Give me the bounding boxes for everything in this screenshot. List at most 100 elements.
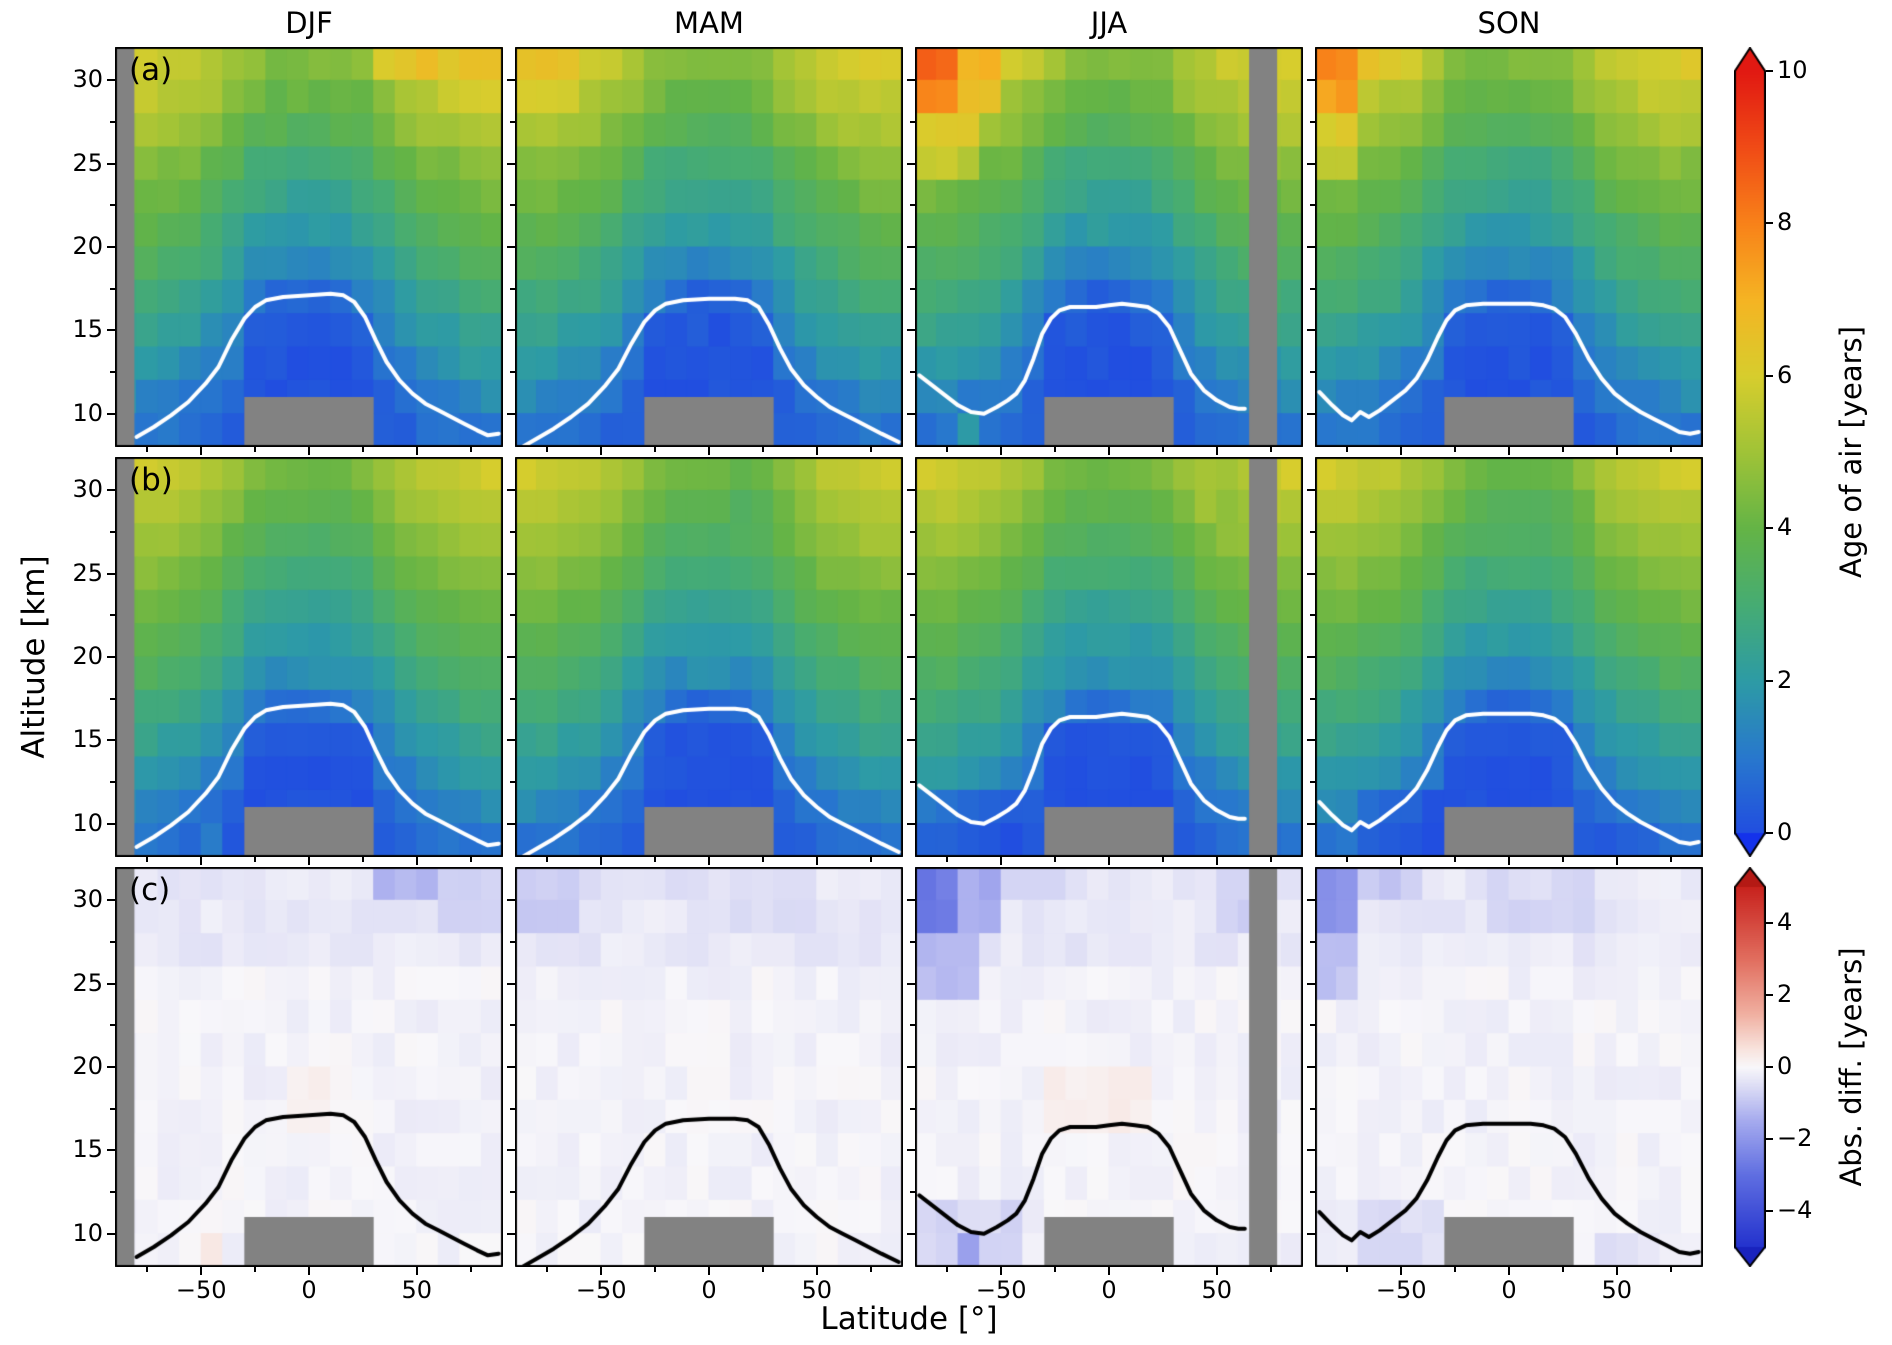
y-minor-tick	[910, 614, 915, 617]
y-tick	[1307, 489, 1315, 492]
y-tick	[107, 1066, 115, 1068]
y-minor-tick	[110, 697, 115, 700]
y-tick-label: 30	[72, 885, 103, 914]
y-tick	[907, 822, 915, 825]
y-tick	[907, 656, 915, 658]
y-minor-tick	[910, 531, 915, 533]
panel-c-son-heatmap	[1315, 867, 1703, 1267]
x-tick	[600, 1267, 603, 1275]
x-minor-tick	[761, 447, 764, 452]
y-tick	[107, 656, 115, 658]
y-minor-tick	[510, 1107, 515, 1110]
y-tick-label: 30	[72, 475, 103, 504]
x-minor-tick	[761, 857, 764, 862]
y-minor-tick	[510, 781, 515, 783]
colorbar-tick-label: 4	[1777, 513, 1793, 542]
y-minor-tick	[910, 941, 915, 943]
x-tick-label: 0	[1501, 1276, 1517, 1304]
y-minor-tick	[1310, 531, 1315, 533]
y-tick-label: 15	[72, 725, 103, 754]
y-minor-tick	[110, 614, 115, 617]
x-minor-tick	[946, 1267, 949, 1272]
x-tick-label: −50	[575, 1276, 627, 1304]
y-tick	[907, 982, 915, 985]
x-minor-tick	[361, 447, 364, 452]
x-tick	[1615, 1267, 1618, 1275]
x-minor-tick	[254, 447, 257, 452]
panel-a-djf-heatmap	[115, 47, 503, 447]
colorbar-tick	[1766, 994, 1773, 996]
x-minor-tick	[1669, 857, 1672, 862]
x-tick	[708, 857, 710, 865]
y-minor-tick	[510, 287, 515, 290]
x-tick-label: 0	[301, 1276, 317, 1304]
y-tick	[1307, 162, 1315, 165]
y-tick	[507, 822, 515, 825]
colorbar-tick	[1766, 1066, 1773, 1068]
y-tick	[907, 1066, 915, 1068]
x-minor-tick	[361, 857, 364, 862]
y-tick	[507, 982, 515, 985]
x-minor-tick	[1161, 447, 1164, 452]
y-minor-tick	[1310, 121, 1315, 123]
colorbar-tick-label: 2	[1777, 980, 1793, 1008]
x-tick-label: −50	[175, 1276, 227, 1304]
colorbar-tick	[1766, 679, 1773, 682]
y-tick	[907, 489, 915, 492]
y-tick-label: 20	[72, 642, 103, 670]
y-tick	[107, 739, 115, 742]
y-minor-tick	[1310, 287, 1315, 290]
y-tick	[1307, 1066, 1315, 1068]
y-minor-tick	[1310, 1024, 1315, 1027]
x-minor-tick	[1669, 1267, 1672, 1272]
y-tick	[1307, 739, 1315, 742]
panel-a-son-heatmap	[1315, 47, 1703, 447]
x-tick	[1508, 857, 1510, 865]
colorbar-tick-label: 2	[1777, 665, 1793, 694]
x-minor-tick	[654, 1267, 657, 1272]
x-tick	[308, 447, 310, 455]
x-tick	[1108, 857, 1110, 865]
x-minor-tick	[1454, 1267, 1457, 1272]
y-tick	[1307, 656, 1315, 658]
x-tick	[308, 857, 310, 865]
y-minor-tick	[910, 697, 915, 700]
colorbar-tick	[1766, 222, 1773, 225]
panel-b-jja-heatmap	[915, 457, 1303, 857]
y-tick	[507, 412, 515, 415]
x-minor-tick	[654, 447, 657, 452]
y-minor-tick	[1310, 941, 1315, 943]
x-tick	[1108, 1267, 1110, 1275]
panel-c-djf-heatmap	[115, 867, 503, 1267]
panel-c-jja-heatmap	[915, 867, 1303, 1267]
x-tick	[1400, 447, 1403, 455]
y-tick	[1307, 1232, 1315, 1235]
y-tick	[507, 739, 515, 742]
colorbar-tick-label: −4	[1777, 1196, 1813, 1224]
y-minor-tick	[510, 204, 515, 207]
x-minor-tick	[1161, 857, 1164, 862]
x-minor-tick	[1561, 1267, 1564, 1272]
y-minor-tick	[110, 531, 115, 533]
x-minor-tick	[1454, 857, 1457, 862]
y-tick	[1307, 246, 1315, 248]
y-tick	[107, 162, 115, 165]
y-tick	[107, 79, 115, 82]
x-minor-tick	[1346, 1267, 1349, 1272]
panel-letter: (b)	[129, 462, 173, 498]
x-tick-label: 0	[701, 1276, 717, 1304]
y-tick	[507, 656, 515, 658]
y-tick-label: 20	[72, 232, 103, 260]
y-minor-tick	[510, 697, 515, 700]
y-tick	[1307, 982, 1315, 985]
x-tick	[708, 1267, 710, 1275]
y-minor-tick	[510, 531, 515, 533]
y-tick	[507, 1149, 515, 1152]
colorbar-age	[1734, 47, 1766, 857]
x-minor-tick	[1054, 857, 1057, 862]
y-tick-label: 10	[72, 1218, 103, 1247]
colorbar-tick	[1766, 922, 1773, 924]
x-tick	[415, 857, 418, 865]
y-tick	[507, 246, 515, 248]
